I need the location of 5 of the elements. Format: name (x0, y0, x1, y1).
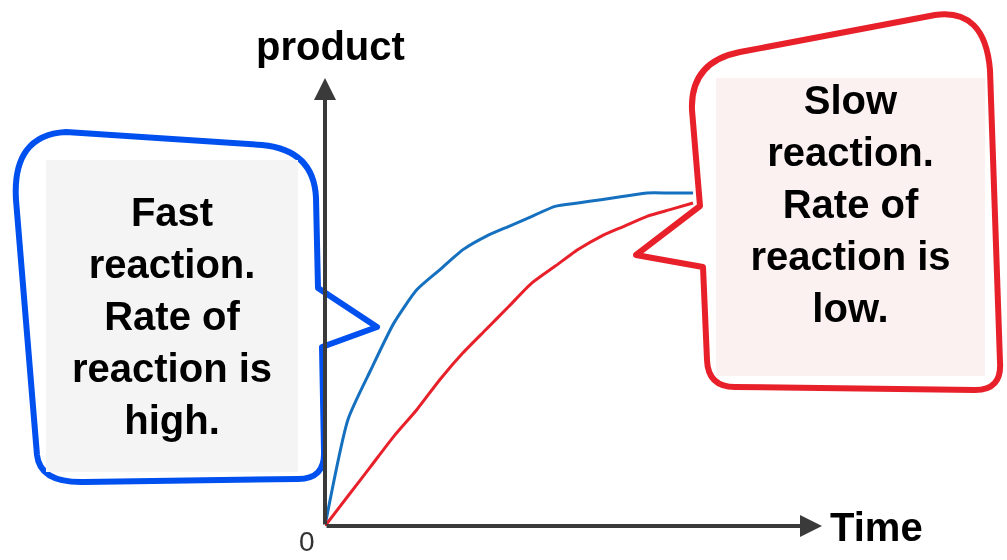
text: Fast reaction. Rate of reaction is high. (71, 190, 273, 442)
text: Slow reaction. Rate of reaction is low. (750, 78, 951, 330)
x-axis-title: Time (830, 505, 923, 549)
y-axis-title: product (256, 24, 405, 68)
text: 0 (299, 526, 315, 557)
